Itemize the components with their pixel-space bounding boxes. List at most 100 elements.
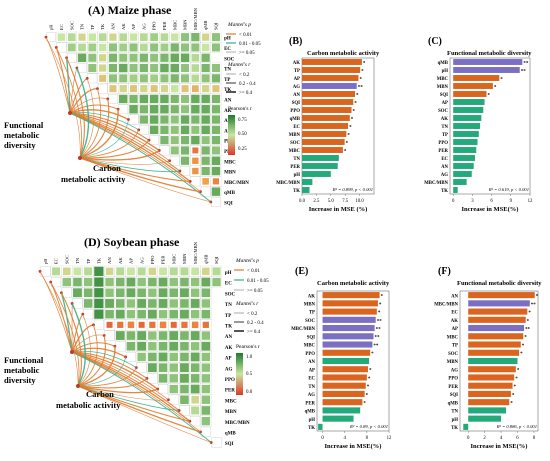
heatmap-cell (160, 43, 169, 52)
bar-e-13 (322, 399, 363, 406)
bar-e-8 (322, 357, 370, 365)
bar-e-0 (322, 292, 380, 299)
category-label-c-4: SQI (440, 93, 448, 98)
heatmap-cell (158, 352, 168, 362)
heatmap-cell (84, 267, 93, 276)
bar-c-10 (453, 139, 478, 145)
legend-a-pearson-tick-1: 0.75 (238, 118, 247, 123)
significance-b-6: * (353, 109, 356, 114)
xtick-label-b-4: 10.0 (355, 199, 364, 204)
heatmap-diag-cell (93, 319, 104, 330)
heatmap-cell (180, 363, 189, 373)
bar-b-13 (302, 163, 338, 169)
heatmap-cell (191, 135, 200, 145)
plot-frame-e (316, 290, 390, 432)
heatmap-cell (62, 267, 71, 276)
heatmap-cell (180, 331, 189, 340)
category-label-f-15: pH (452, 418, 459, 423)
heatmap-cell (160, 94, 169, 104)
category-label-b-6: PPO (290, 109, 300, 114)
heatmap-cell (148, 277, 157, 287)
category-label-f-12: SQI (450, 393, 458, 398)
category-label-c-2: MBC (437, 77, 449, 82)
heatmap-col-label-a-14: MBC/MBN (193, 7, 198, 30)
bar-e-5 (322, 333, 374, 340)
bar-b-16 (302, 187, 310, 193)
bar-b-1 (302, 67, 361, 73)
mantel-edge-carbon (79, 88, 101, 159)
heatmap-cell (158, 299, 168, 308)
heatmap-cell (127, 267, 135, 276)
heatmap-row-label-d-13: MBN (225, 410, 237, 415)
heatmap-cell (169, 309, 179, 319)
functional-node-dot (68, 111, 72, 115)
heatmap-cell (211, 33, 220, 42)
category-label-f-13: qMB (448, 401, 459, 406)
bar-f-11 (468, 382, 513, 389)
heatmap-grid-cell (210, 42, 222, 53)
significance-e-5: ** (374, 336, 380, 341)
heatmap-col-label-a-12: MBC (172, 20, 177, 30)
significance-f-6: * (522, 344, 525, 349)
significance-e-3: ** (377, 319, 383, 324)
heatmap-cell (180, 115, 190, 124)
mantel-edge-carbon (77, 356, 126, 387)
heatmap-cell (140, 33, 148, 41)
legend-a-p-item-1: < 0.01 (239, 33, 252, 38)
heatmap-cell (137, 277, 146, 287)
heatmap-cell (139, 74, 148, 83)
xtick-label-c-1: 3 (471, 199, 474, 204)
legend-d-r-item-1: < 0.2 (247, 312, 258, 317)
heatmap-cell (150, 43, 159, 52)
heatmap-cell (201, 288, 211, 298)
heatmap-col-label-d-8: AP (129, 258, 134, 264)
heatmap-grid-cell (200, 415, 212, 427)
mantel-edge-functional (69, 104, 119, 114)
heatmap-cell (150, 85, 158, 93)
heatmap-cell (57, 33, 66, 41)
significance-c-4: * (487, 93, 490, 98)
heatmap-cell (129, 94, 138, 104)
category-label-e-9: AP (309, 368, 315, 373)
carbon-label-a-2: metabolic activity (61, 174, 126, 184)
significance-f-4: ** (525, 327, 531, 332)
mantel-edge-carbon (79, 139, 150, 159)
functional-label-d-3: diversity (4, 375, 36, 385)
mantel-edge-carbon (79, 109, 119, 159)
functional-label-d-1: Functional (4, 355, 44, 365)
heatmap-cell (180, 373, 189, 383)
heatmap-cell (99, 54, 107, 62)
heatmap-diag-cell (83, 309, 94, 320)
mantel-edge-carbon (79, 157, 191, 182)
heatmap-row-label-d-0: pH (225, 271, 232, 276)
category-label-c-11: PER (438, 149, 448, 154)
heatmap-col-label-a-8: AP (131, 24, 136, 30)
heatmap-cell (212, 277, 221, 287)
xlabel-f: Increase in MSE(%) (471, 443, 528, 450)
heatmap-cell (158, 288, 168, 298)
heatmap-col-label-a-7: AK (121, 23, 126, 30)
heatmap-cell (129, 33, 138, 41)
heatmap-soybean: pH EC SOC TN TP TK AN AK AP AG PPO PER MBC MBN MBC/MBN… (38, 241, 250, 448)
mantel-edge-carbon (45, 37, 81, 159)
significance-f-10: * (515, 377, 518, 382)
heatmap-cell (119, 85, 127, 93)
heatmap-cell (169, 384, 178, 394)
xlabel-e: Increase in MSE(%) (325, 443, 382, 450)
mantel-edge-functional (69, 112, 160, 151)
heatmap-cell (115, 331, 125, 340)
bar-f-1 (468, 300, 530, 307)
heatmap-cell (191, 321, 199, 329)
xtick-label-b-3: 7.5 (342, 199, 349, 204)
heatmap-cell (169, 374, 178, 383)
significance-e-6: ** (373, 344, 379, 349)
heatmap-cell (160, 85, 169, 93)
category-label-f-1: MBC/MBN (434, 302, 458, 307)
bar-c-3 (453, 83, 493, 89)
chart-title-b: Carbon metabolic activity (307, 50, 380, 57)
category-label-b-12: TN (293, 157, 300, 162)
bar-f-2 (468, 308, 528, 315)
heatmap-cell (129, 64, 138, 73)
category-label-f-7: SOC (448, 352, 458, 357)
heatmap-cell (94, 277, 104, 287)
